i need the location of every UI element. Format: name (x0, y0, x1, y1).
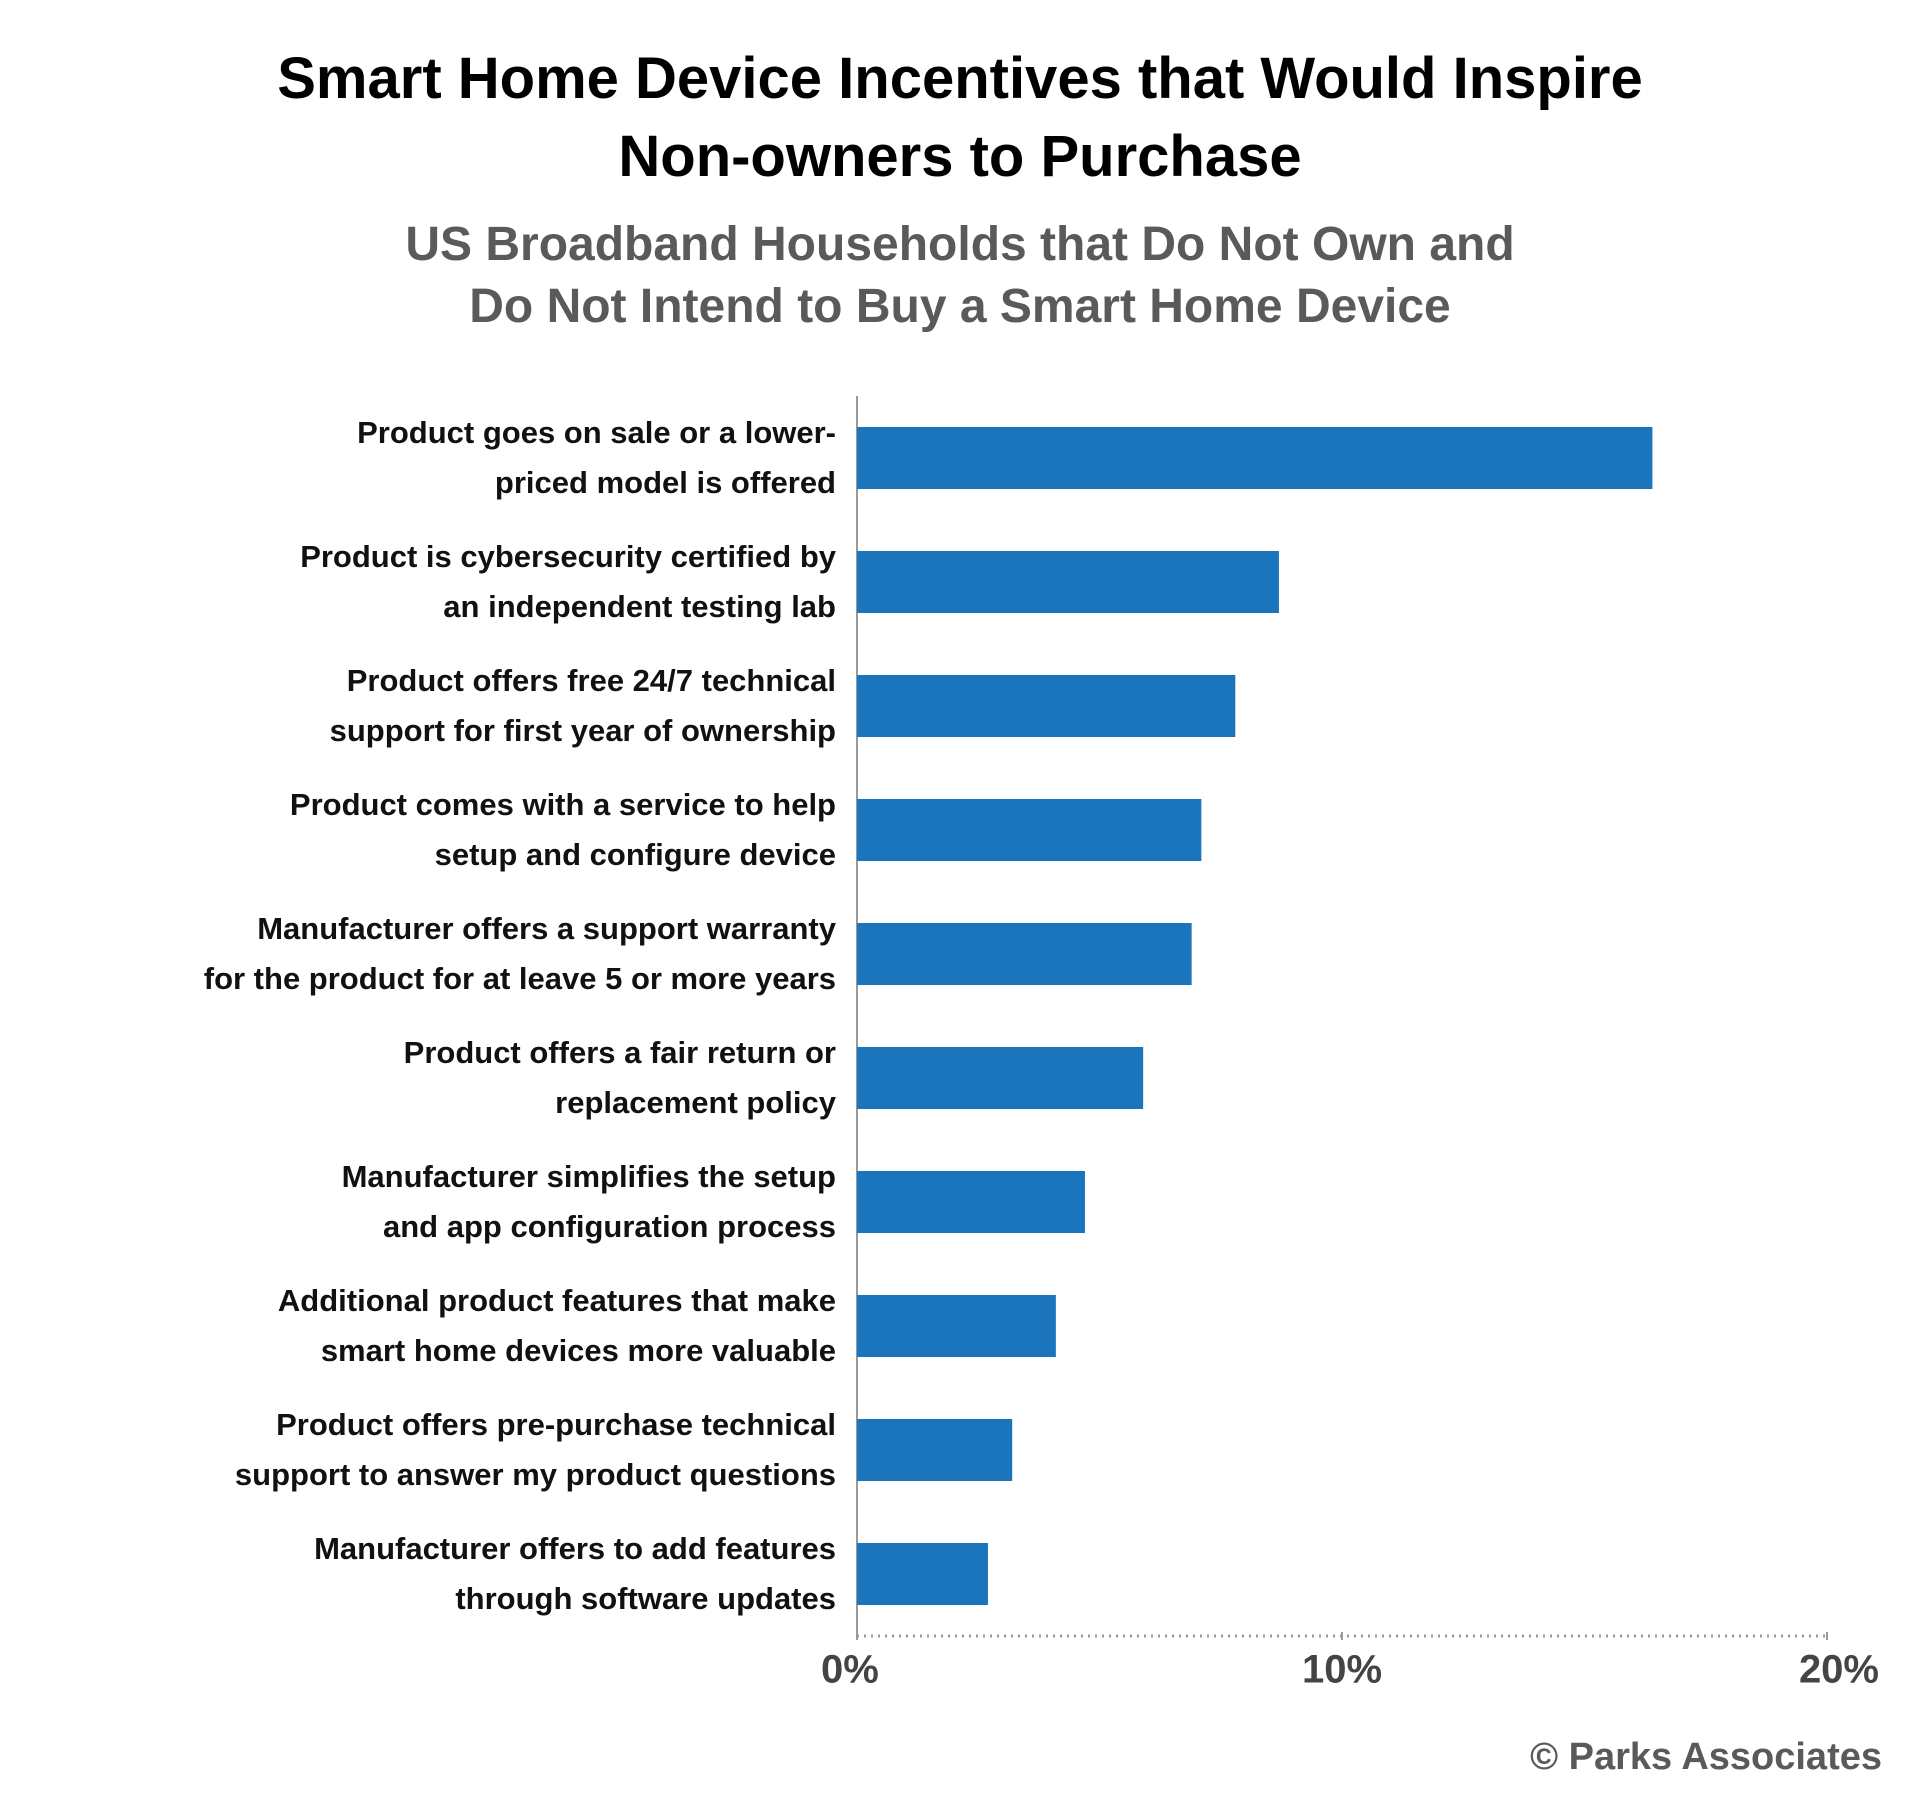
category-label: Product is cybersecurity certified by an… (300, 539, 836, 624)
category-label: Additional product features that make sm… (277, 1283, 836, 1368)
source: © Parks Associates (1530, 1736, 1882, 1778)
category-label: Product comes with a service to help set… (289, 787, 836, 872)
x-tick-label: 20% (1799, 1648, 1879, 1692)
x-tick-label: 10% (1302, 1648, 1382, 1692)
bar (857, 1171, 1085, 1233)
bar (857, 923, 1192, 985)
x-tick-label: 0% (821, 1648, 879, 1692)
category-label: Product offers pre-purchase technical su… (234, 1407, 836, 1492)
bar (857, 1295, 1056, 1357)
bar (857, 1047, 1144, 1109)
bar (857, 551, 1279, 613)
bar (857, 675, 1236, 737)
category-label: Manufacturer simplifies the setup and ap… (341, 1159, 836, 1244)
chart-subtitle: US Broadband Households that Do Not Own … (405, 218, 1515, 333)
bar (857, 1419, 1013, 1481)
bar (857, 799, 1202, 861)
category-label: Product offers a fair return or replacem… (403, 1035, 836, 1120)
chart-title: Smart Home Device Incentives that Would … (277, 46, 1643, 189)
category-label: Product goes on sale or a lower- priced … (357, 415, 836, 500)
bar (857, 1543, 988, 1605)
category-label: Manufacturer offers to add features thro… (314, 1531, 836, 1616)
category-label: Manufacturer offers a support warranty f… (203, 911, 836, 996)
bar (857, 427, 1653, 489)
category-label: Product offers free 24/7 technical suppo… (329, 663, 836, 748)
